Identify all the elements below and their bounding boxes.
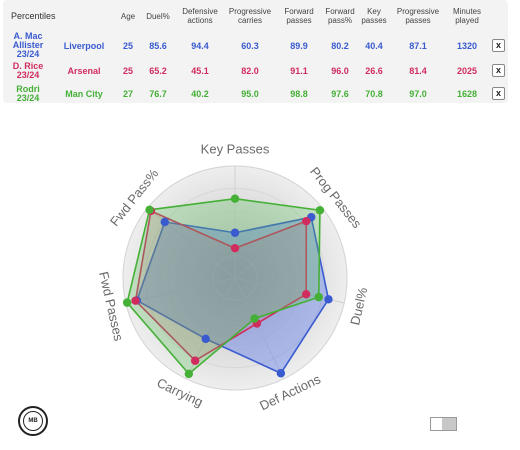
player-name-cell: D. Rice 23/24 — [3, 59, 53, 82]
stat-value: 95.0 — [241, 88, 259, 99]
header-key-passes: Key passes — [361, 7, 387, 25]
header-duel-pct: Duel% — [146, 11, 170, 21]
header-age: Age — [120, 11, 136, 21]
stat-value: 1320 — [456, 40, 478, 51]
header-percentiles: Percentiles — [11, 10, 56, 21]
data-point-0-4 — [201, 334, 210, 344]
remove-cell: x — [489, 32, 508, 59]
view-toggle[interactable] — [430, 417, 457, 431]
player-name: A. Mac Allister — [12, 31, 44, 50]
stat-value: 85.6 — [149, 40, 167, 51]
header-minutes-played: Minutes played — [452, 7, 481, 25]
stat-value: 60.3 — [241, 40, 259, 51]
player-name: D. Rice — [12, 60, 44, 71]
data-point-0-6 — [160, 217, 169, 227]
header-progressive-passes: Progressive passes — [396, 7, 440, 25]
header-remove — [489, 0, 508, 32]
data-point-0-0 — [230, 228, 240, 237]
comparison-table: Percentiles Age Duel% Defensive actions … — [3, 0, 508, 105]
stat-value: 94.4 — [191, 40, 209, 51]
radar-axis-line — [234, 277, 285, 380]
player-season: 23/24 — [16, 69, 40, 80]
data-point-2-1 — [315, 206, 325, 215]
stat-value: 40.2 — [191, 88, 209, 99]
header-progressive-carries: Progressive carries — [228, 7, 272, 25]
table-row-mac-allister: A. Mac Allister 23/24 Liverpool 25 85.6 94.4 6… — [3, 32, 508, 59]
team-name: Arsenal — [67, 65, 101, 76]
player-name: Rodri — [16, 83, 40, 94]
data-point-1-2 — [301, 290, 311, 299]
player-name-cell: Rodri 23/24 — [3, 82, 53, 105]
table-header-row: Percentiles Age Duel% Defensive actions … — [3, 0, 508, 32]
player-season: 23/24 — [16, 92, 40, 103]
stat-value: 96.0 — [331, 65, 349, 76]
toggle-knob — [442, 418, 456, 430]
stat-value: 70.8 — [365, 88, 383, 99]
stat-value: 25 — [122, 65, 133, 76]
table-row-rice: D. Rice 23/24 Arsenal 25 65.2 45.1 82.0 91.1 96.… — [3, 59, 508, 82]
stat-value: 97.6 — [331, 88, 349, 99]
data-point-2-3 — [250, 314, 259, 323]
data-point-1-1 — [302, 216, 311, 226]
table-row-rodri: Rodri 23/24 Man City 27 76.7 40.2 95.0 98.8 97.6… — [3, 82, 508, 105]
data-point-0-2 — [324, 295, 333, 304]
remove-player-button[interactable]: x — [492, 64, 505, 77]
data-point-1-0 — [230, 244, 240, 253]
stat-value: 1628 — [456, 88, 478, 99]
player-name-cell: A. Mac Allister 23/24 — [3, 32, 53, 59]
stat-value: 2025 — [456, 65, 478, 76]
header-defensive-actions: Defensive actions — [182, 7, 218, 25]
data-point-2-4 — [184, 369, 194, 379]
stat-value: 27 — [122, 88, 133, 99]
data-point-2-5 — [122, 298, 132, 307]
radar-axis-line — [125, 277, 236, 304]
data-point-2-2 — [314, 292, 323, 302]
stat-value: 25 — [122, 40, 133, 51]
team-name: Man City — [65, 88, 103, 99]
stat-value: 45.1 — [191, 65, 209, 76]
series-polygon-0 — [136, 216, 330, 375]
stat-value: 82.0 — [241, 65, 259, 76]
stat-value: 89.9 — [290, 40, 308, 51]
data-point-0-3 — [276, 369, 286, 378]
axis-label-5: Fwd Passes — [96, 270, 126, 343]
stat-value: 98.8 — [290, 88, 308, 99]
stat-value: 97.0 — [409, 88, 427, 99]
player-season: 23/24 — [16, 49, 40, 59]
stat-value: 76.7 — [149, 88, 167, 99]
header-forward-passes: Forward passes — [284, 7, 314, 25]
comparison-table-panel: Percentiles Age Duel% Defensive actions … — [3, 0, 508, 103]
axis-label-0: Key Passes — [201, 141, 270, 156]
stat-value: 65.2 — [149, 65, 167, 76]
stat-value: 80.2 — [331, 40, 349, 51]
series-polygon-2 — [126, 197, 321, 375]
brand-logo: MB — [18, 406, 48, 436]
remove-cell: x — [489, 82, 508, 105]
data-point-1-4 — [190, 356, 200, 365]
remove-player-button[interactable]: x — [492, 39, 505, 52]
header-forward-pass-pct: Forward pass% — [325, 7, 355, 25]
stat-value: 81.4 — [409, 65, 427, 76]
data-point-1-5 — [131, 296, 140, 305]
remove-player-button[interactable]: x — [492, 87, 505, 100]
axis-label-2: Duel% — [347, 285, 370, 326]
stat-value: 40.4 — [365, 40, 383, 51]
data-point-2-6 — [145, 205, 154, 215]
remove-cell: x — [489, 59, 508, 82]
team-name: Liverpool — [63, 40, 105, 51]
stat-value: 87.1 — [409, 40, 427, 51]
brand-logo-text: MB — [23, 411, 43, 431]
stat-value: 26.6 — [365, 65, 383, 76]
stat-value: 91.1 — [290, 65, 308, 76]
data-point-2-0 — [230, 194, 240, 203]
